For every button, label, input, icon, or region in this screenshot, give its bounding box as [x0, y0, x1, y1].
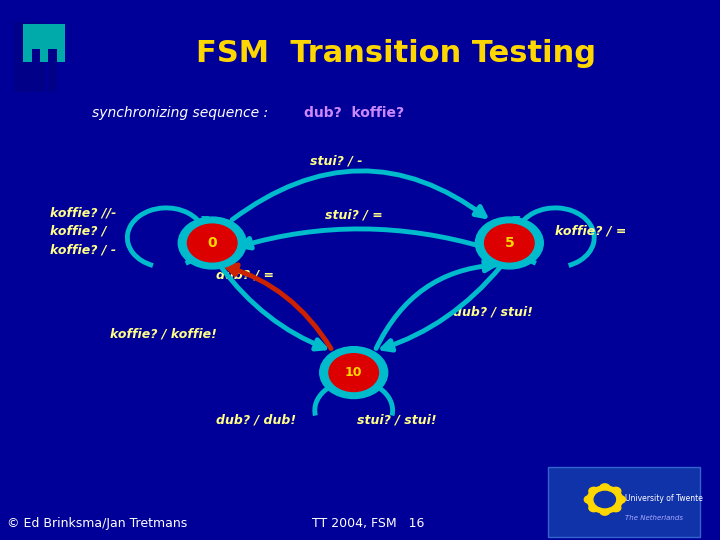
FancyBboxPatch shape: [14, 22, 46, 92]
Circle shape: [611, 487, 621, 495]
FancyBboxPatch shape: [32, 49, 40, 92]
Text: FSM  Transition Testing: FSM Transition Testing: [196, 39, 596, 69]
Circle shape: [611, 504, 621, 512]
Text: dub? / stui!: dub? / stui!: [453, 306, 533, 319]
Text: 5: 5: [505, 236, 514, 250]
Text: TT 2004, FSM   16: TT 2004, FSM 16: [312, 516, 424, 530]
Text: 10: 10: [345, 366, 362, 379]
Circle shape: [585, 496, 594, 503]
Circle shape: [179, 217, 246, 269]
Circle shape: [594, 491, 616, 508]
FancyBboxPatch shape: [22, 24, 65, 62]
FancyBboxPatch shape: [548, 467, 701, 537]
Text: dub?  koffie?: dub? koffie?: [304, 106, 405, 120]
Circle shape: [187, 224, 237, 262]
Text: University of Twente: University of Twente: [625, 495, 703, 503]
Text: koffie? / -: koffie? / -: [50, 244, 116, 257]
Text: koffie? //-: koffie? //-: [50, 206, 116, 219]
Text: stui? / -: stui? / -: [310, 154, 362, 168]
Text: koffie? / =: koffie? / =: [555, 225, 626, 238]
Text: © Ed Brinksma/Jan Tretmans: © Ed Brinksma/Jan Tretmans: [7, 516, 187, 530]
Text: The Netherlands: The Netherlands: [625, 515, 683, 522]
Text: dub? / =: dub? / =: [216, 268, 274, 281]
Circle shape: [587, 486, 623, 513]
FancyBboxPatch shape: [14, 22, 22, 81]
Circle shape: [600, 484, 610, 491]
Text: stui? / stui!: stui? / stui!: [357, 414, 437, 427]
Text: dub? / dub!: dub? / dub!: [216, 414, 296, 427]
Circle shape: [329, 354, 379, 391]
Text: koffie? / koffie!: koffie? / koffie!: [109, 327, 217, 341]
Circle shape: [485, 224, 534, 262]
Circle shape: [589, 504, 599, 512]
FancyBboxPatch shape: [48, 49, 57, 92]
Text: koffie? /: koffie? /: [50, 225, 106, 238]
Circle shape: [475, 217, 544, 269]
Circle shape: [589, 487, 599, 495]
Text: synchronizing sequence :: synchronizing sequence :: [92, 106, 268, 120]
Text: 0: 0: [207, 236, 217, 250]
Circle shape: [320, 347, 387, 399]
Text: stui? / =: stui? / =: [325, 208, 382, 222]
Circle shape: [600, 508, 610, 515]
Circle shape: [616, 496, 626, 503]
